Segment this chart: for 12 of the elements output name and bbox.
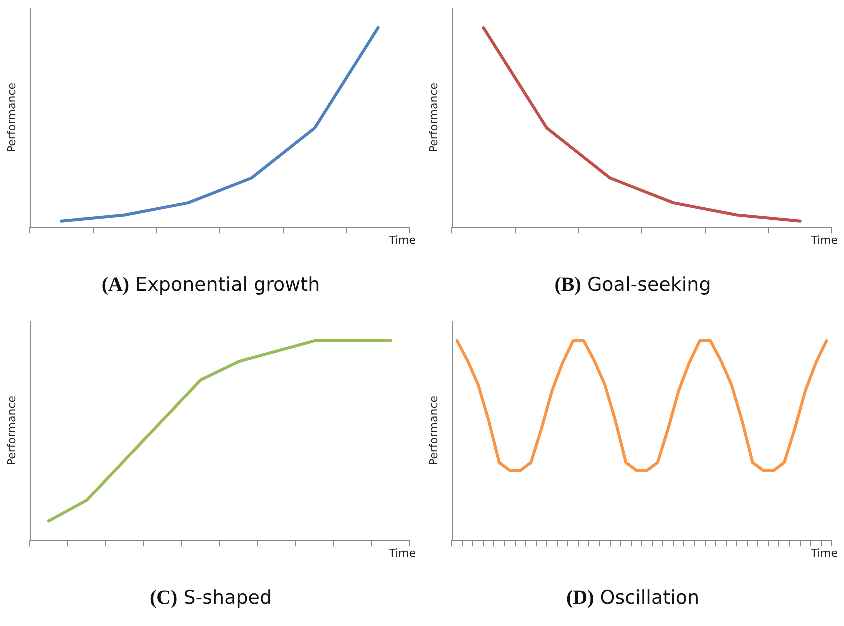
x-axis-title: Time [810, 546, 838, 560]
x-axis-title: Time [388, 234, 416, 247]
y-axis-title: Performance [427, 396, 440, 466]
y-axis-title: Performance [427, 82, 440, 153]
text: (D) Oscillation [566, 587, 700, 610]
text: (A) Exponential growth [100, 274, 322, 297]
y-axis-title: Performance [5, 82, 18, 153]
text: (B) Goal-seeking [554, 274, 712, 297]
text: (C) S-shaped [148, 587, 274, 610]
x-axis-title: Time [810, 234, 838, 247]
y-axis-title: Performance [5, 396, 18, 466]
x-axis-title: Time [388, 546, 416, 560]
